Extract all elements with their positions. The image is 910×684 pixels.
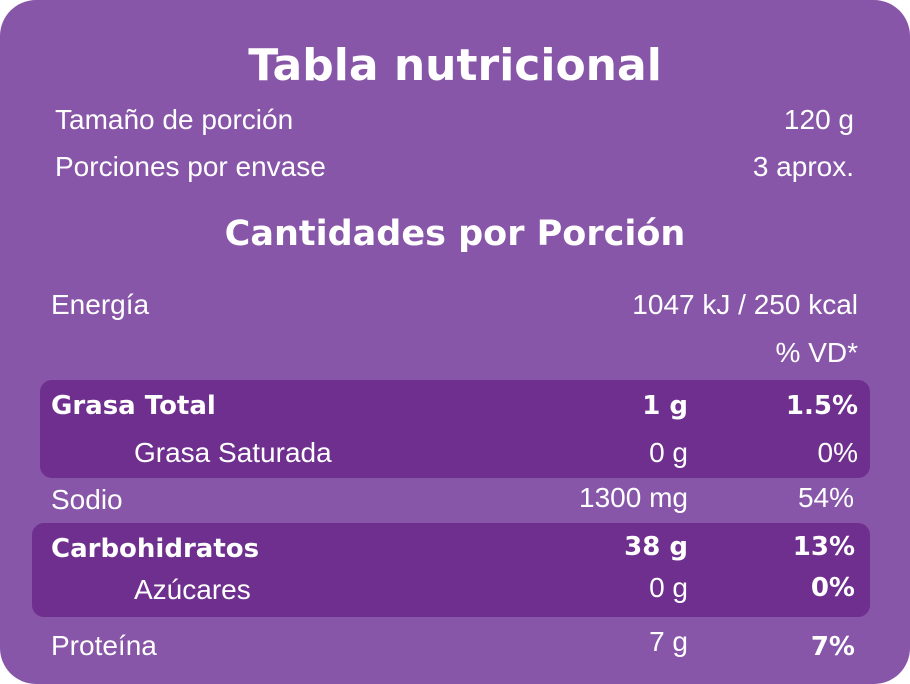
saturated-fat-dv: 0%: [817, 437, 858, 468]
carbohydrates-label: Carbohidratos: [51, 534, 260, 564]
protein-dv: 7%: [810, 632, 855, 662]
sugars-dv: 0%: [810, 573, 855, 603]
fat-total-dv: 1.5%: [785, 391, 858, 421]
protein-amount: 7 g: [649, 626, 688, 657]
carbs-highlight-band: [32, 523, 870, 617]
saturated-fat-label: Grasa Saturada: [134, 437, 332, 468]
protein-label: Proteína: [51, 630, 157, 661]
fat-highlight-band: [40, 380, 870, 478]
fat-total-label: Grasa Total: [51, 391, 216, 421]
serving-size-value: 120 g: [783, 104, 854, 135]
energy-value: 1047 kJ / 250 kcal: [632, 289, 858, 320]
servings-per-pack-label: Porciones por envase: [55, 151, 326, 182]
sugars-amount: 0 g: [649, 572, 688, 603]
sodium-dv: 54%: [797, 482, 854, 513]
carbohydrates-dv: 13%: [792, 532, 855, 562]
amounts-per-serving-heading: Cantidades por Porción: [224, 214, 686, 254]
fat-total-amount: 1 g: [642, 391, 688, 421]
energy-label: Energía: [51, 289, 150, 320]
servings-per-pack-value: 3 aprox.: [752, 151, 854, 182]
sodium-amount: 1300 mg: [579, 482, 688, 513]
serving-size-label: Tamaño de porción: [55, 104, 294, 135]
sugars-label: Azúcares: [134, 574, 251, 605]
saturated-fat-amount: 0 g: [649, 437, 688, 468]
carbohydrates-amount: 38 g: [624, 532, 688, 562]
daily-value-header: % VD*: [775, 337, 858, 368]
table-title: Tabla nutricional: [248, 40, 662, 91]
sodium-label: Sodio: [51, 484, 123, 515]
